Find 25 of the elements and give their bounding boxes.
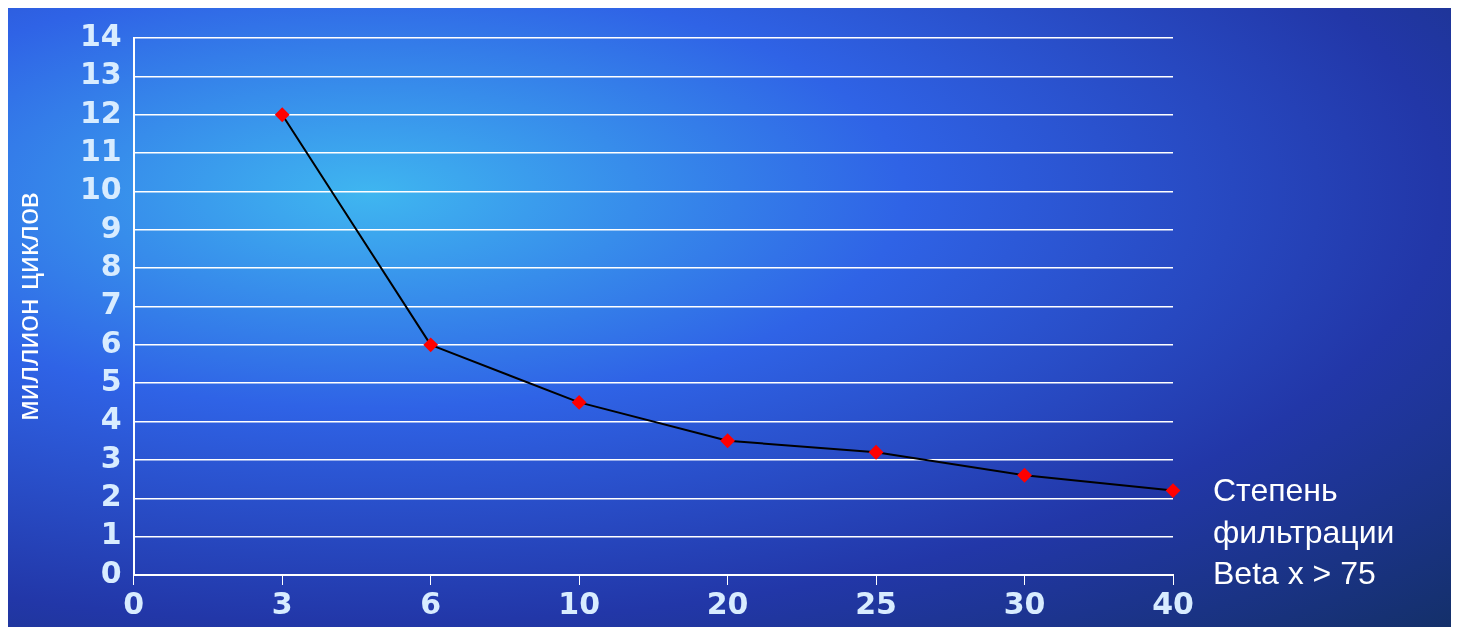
- y-tick-label: 1: [100, 516, 122, 552]
- x-tick-label: 10: [558, 585, 601, 621]
- x-tick-label: 3: [271, 585, 293, 621]
- x-tick-label: 20: [706, 585, 749, 621]
- y-tick-label: 11: [80, 132, 122, 168]
- y-tick-label: 12: [80, 94, 122, 130]
- y-tick-label: 10: [80, 171, 122, 207]
- x-tick-label: 30: [1003, 585, 1046, 621]
- y-tick-label: 13: [80, 56, 122, 92]
- x-tick-label: 25: [855, 585, 897, 621]
- x-tick-label: 0: [123, 585, 145, 621]
- y-tick-label: 14: [80, 17, 122, 53]
- x-tick-label: 40: [1152, 585, 1194, 621]
- y-axis-title: миллион циклов: [11, 192, 45, 421]
- x-tick-label: 6: [420, 585, 442, 621]
- y-tick-label: 6: [100, 324, 122, 360]
- y-tick-label: 5: [100, 363, 122, 399]
- x-axis-title: Степень фильтрации Beta x > 75: [1213, 471, 1396, 594]
- y-tick-label: 0: [100, 554, 122, 590]
- y-tick-label: 2: [100, 478, 122, 514]
- y-tick-label: 9: [100, 209, 122, 245]
- y-tick-label: 4: [100, 401, 122, 437]
- y-tick-label: 8: [100, 247, 122, 283]
- y-tick-label: 3: [100, 439, 122, 475]
- y-tick-label: 7: [100, 286, 122, 322]
